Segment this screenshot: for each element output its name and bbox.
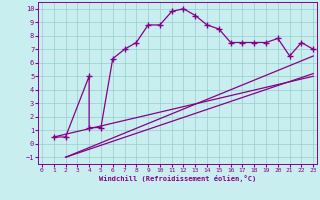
- X-axis label: Windchill (Refroidissement éolien,°C): Windchill (Refroidissement éolien,°C): [99, 175, 256, 182]
